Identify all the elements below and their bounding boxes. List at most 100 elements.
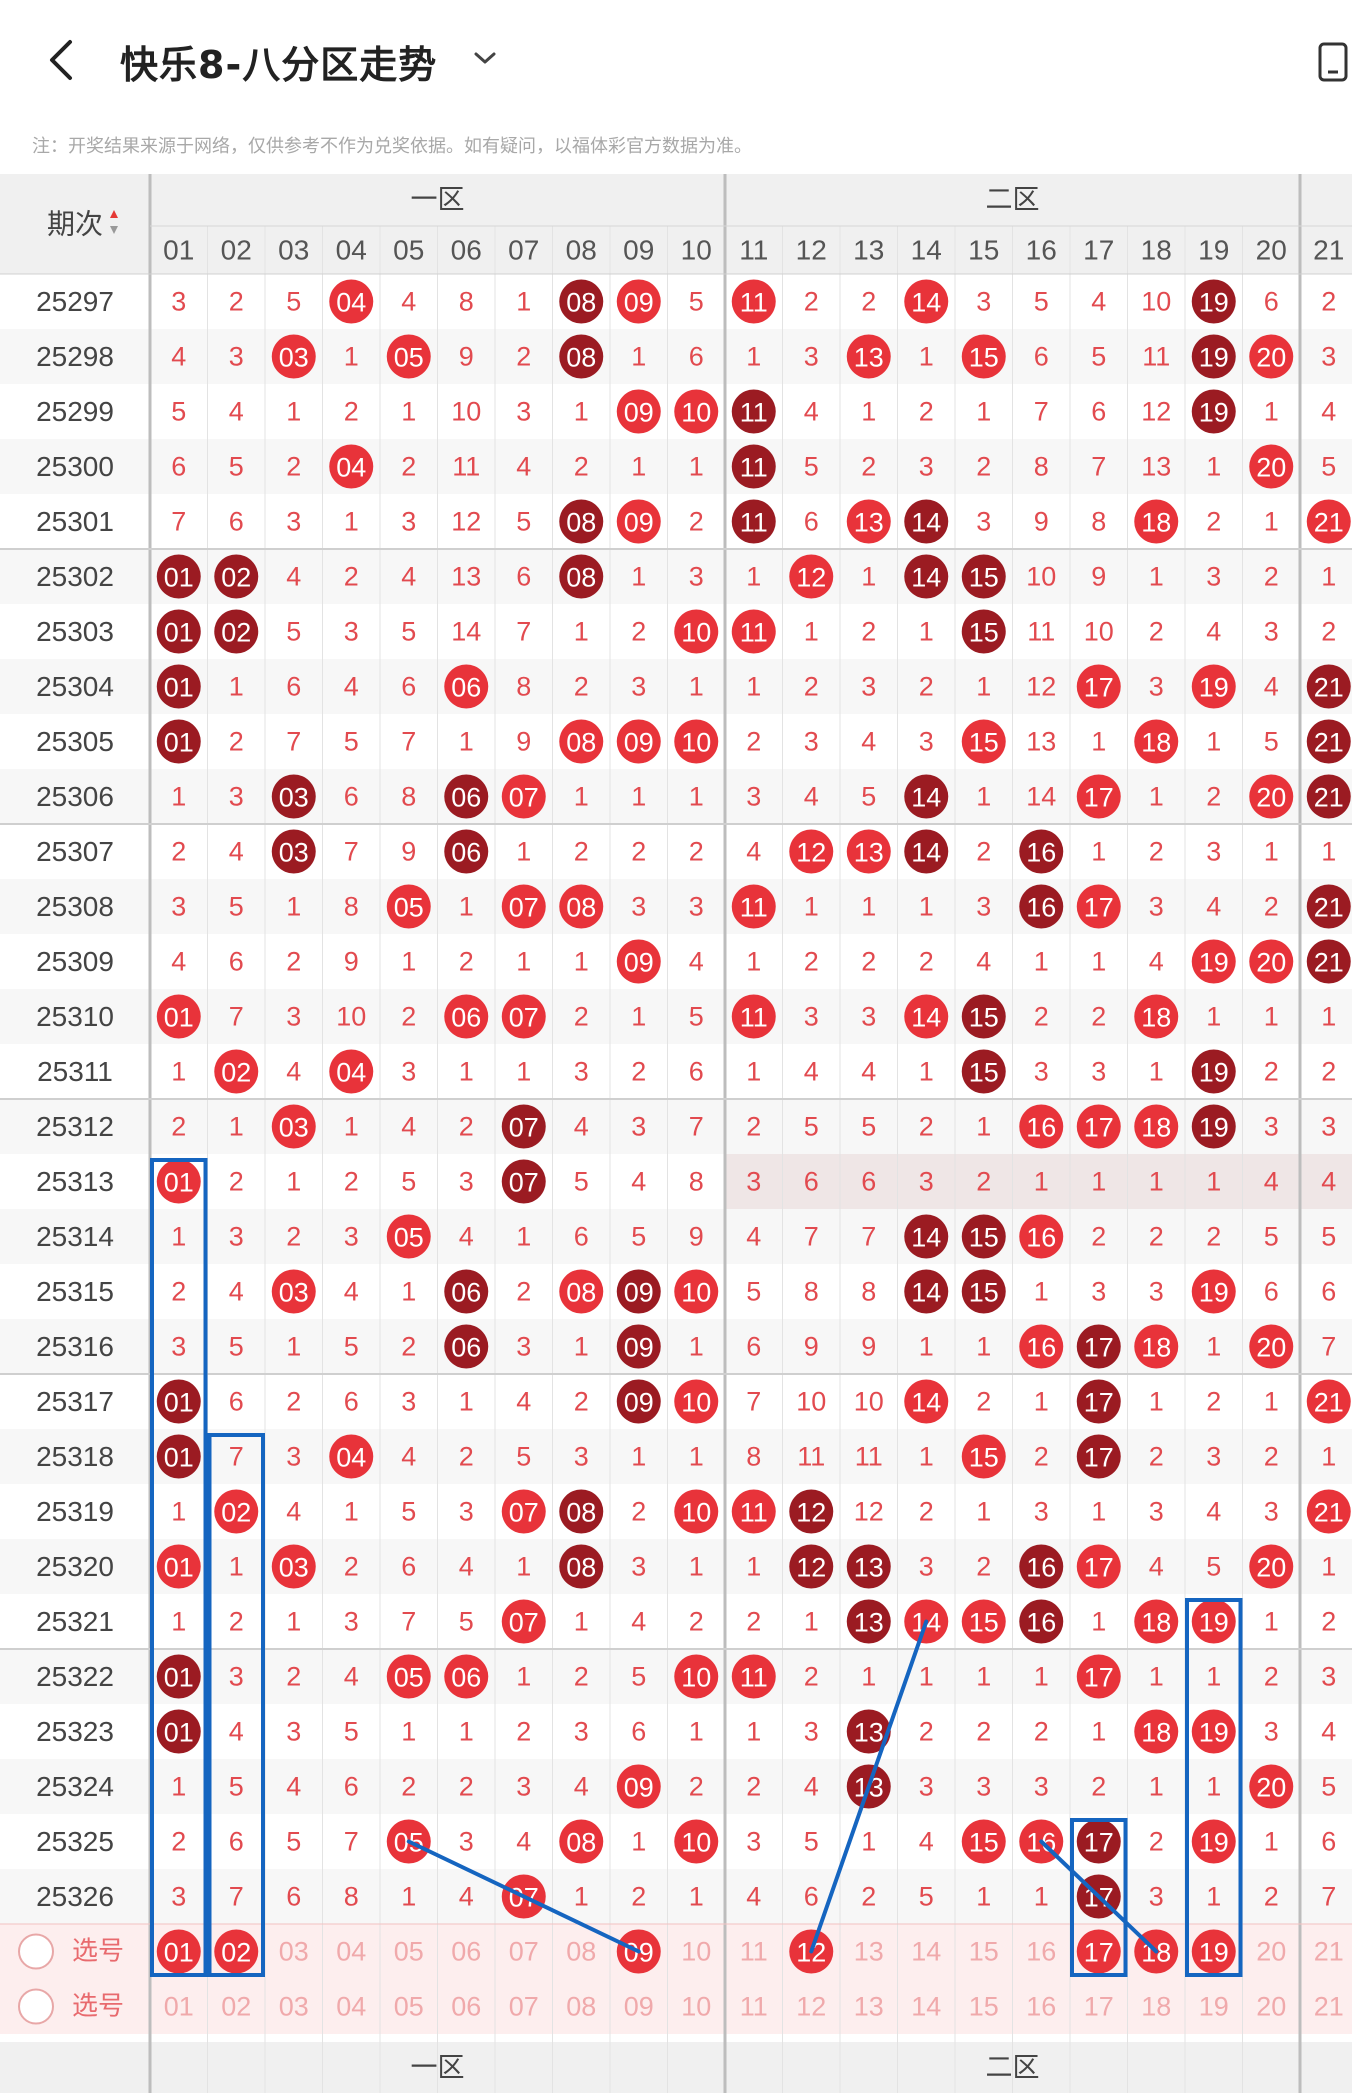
miss-count: 3 <box>631 892 646 922</box>
draw-ball <box>1076 1544 1121 1589</box>
draw-ball-number: 17 <box>1084 673 1114 703</box>
draw-ball-number: 05 <box>394 343 424 373</box>
draw-ball <box>674 389 719 434</box>
miss-count: 6 <box>804 1882 819 1912</box>
draw-ball-number: 03 <box>279 343 309 373</box>
miss-count: 1 <box>516 947 531 977</box>
draw-ball <box>1306 774 1351 819</box>
miss-count: 5 <box>1321 1772 1336 1802</box>
miss-count: 2 <box>1034 1717 1049 1747</box>
draw-ball-number: 17 <box>1084 1388 1114 1418</box>
draw-ball <box>1134 1324 1179 1369</box>
miss-count: 4 <box>1206 892 1221 922</box>
miss-count: 1 <box>746 1717 761 1747</box>
miss-count: 1 <box>401 1882 416 1912</box>
miss-count: 4 <box>516 1827 531 1857</box>
miss-count: 3 <box>1149 1882 1164 1912</box>
draw-ball <box>789 1544 834 1589</box>
miss-count: 3 <box>631 1552 646 1582</box>
draw-ball-number: 19 <box>1199 948 1229 978</box>
draw-ball-number: 13 <box>854 838 884 868</box>
draw-ball-number: 17 <box>1084 1663 1114 1693</box>
select-radio[interactable] <box>18 1933 54 1970</box>
miss-count: 2 <box>1264 1057 1279 1087</box>
miss-count: 1 <box>1321 1002 1336 1032</box>
miss-count: 1 <box>919 617 934 647</box>
miss-count: 1 <box>689 1442 704 1472</box>
footer-header-bg <box>0 2042 1352 2093</box>
issue-number: 25322 <box>36 1661 114 1692</box>
select-number: 02 <box>221 1992 251 2022</box>
row-bg <box>0 934 1352 989</box>
miss-count: 4 <box>229 837 244 867</box>
chevron-down-icon[interactable] <box>470 46 500 70</box>
draw-ball-number: 02 <box>221 1498 251 1528</box>
draw-ball-number: 06 <box>451 1278 481 1308</box>
row-bg <box>0 769 1352 824</box>
draw-ball <box>616 389 661 434</box>
sort-icon[interactable] <box>110 210 118 234</box>
miss-count: 10 <box>451 397 481 427</box>
miss-count: 1 <box>344 507 359 537</box>
draw-ball-number: 20 <box>1256 1773 1286 1803</box>
select-number: 21 <box>1314 1992 1344 2022</box>
draw-ball <box>616 279 661 324</box>
miss-count: 2 <box>459 947 474 977</box>
miss-count: 5 <box>631 1222 646 1252</box>
miss-count: 6 <box>861 1167 876 1197</box>
miss-count: 2 <box>1206 507 1221 537</box>
miss-count: 2 <box>229 727 244 757</box>
back-arrow-icon[interactable] <box>44 38 84 82</box>
device-icon[interactable] <box>1318 40 1352 84</box>
draw-ball-number: 13 <box>854 343 884 373</box>
miss-count: 9 <box>804 1332 819 1362</box>
column-header: 04 <box>336 235 367 266</box>
select-number: 05 <box>394 1992 424 2022</box>
miss-count: 3 <box>861 672 876 702</box>
draw-ball <box>1306 1379 1351 1424</box>
selected-ball[interactable] <box>1076 1929 1121 1974</box>
miss-count: 3 <box>459 1497 474 1527</box>
select-radio[interactable] <box>18 1988 54 2025</box>
miss-count: 3 <box>976 1772 991 1802</box>
miss-count: 1 <box>631 452 646 482</box>
miss-count: 13 <box>451 562 481 592</box>
draw-ball <box>616 1269 661 1314</box>
miss-count: 3 <box>286 1002 301 1032</box>
select-number: 15 <box>969 1992 999 2022</box>
miss-count: 2 <box>171 837 186 867</box>
draw-ball-number: 14 <box>911 508 941 538</box>
miss-count: 3 <box>919 1552 934 1582</box>
miss-count: 2 <box>1149 1827 1164 1857</box>
miss-count: 1 <box>459 1717 474 1747</box>
miss-count: 1 <box>976 397 991 427</box>
miss-count: 1 <box>286 1607 301 1637</box>
selected-ball[interactable] <box>1191 1929 1236 1974</box>
draw-ball-number: 16 <box>1026 1553 1056 1583</box>
draw-ball <box>271 334 316 379</box>
miss-count: 2 <box>1206 1222 1221 1252</box>
miss-count: 3 <box>1264 1497 1279 1527</box>
miss-count: 3 <box>1149 1277 1164 1307</box>
miss-count: 7 <box>746 1387 761 1417</box>
annotation-box <box>1185 1598 1243 1977</box>
selected-ball[interactable] <box>214 1929 259 1974</box>
miss-count: 2 <box>401 1772 416 1802</box>
draw-ball <box>904 829 949 874</box>
miss-count: 5 <box>804 452 819 482</box>
miss-count: 2 <box>401 452 416 482</box>
draw-ball <box>731 1654 776 1699</box>
table-header-bg <box>0 174 1352 274</box>
selected-ball[interactable] <box>156 1929 201 1974</box>
miss-count: 13 <box>1141 452 1171 482</box>
miss-count: 2 <box>919 1497 934 1527</box>
miss-count: 6 <box>401 1552 416 1582</box>
draw-ball <box>789 554 834 599</box>
draw-ball-number: 08 <box>566 1553 596 1583</box>
miss-count: 1 <box>1321 837 1336 867</box>
draw-ball-number: 10 <box>681 1278 711 1308</box>
draw-ball-number: 19 <box>1199 1058 1229 1088</box>
miss-count: 1 <box>344 1497 359 1527</box>
select-number: 08 <box>566 1992 596 2022</box>
row-bg <box>0 1099 1352 1154</box>
